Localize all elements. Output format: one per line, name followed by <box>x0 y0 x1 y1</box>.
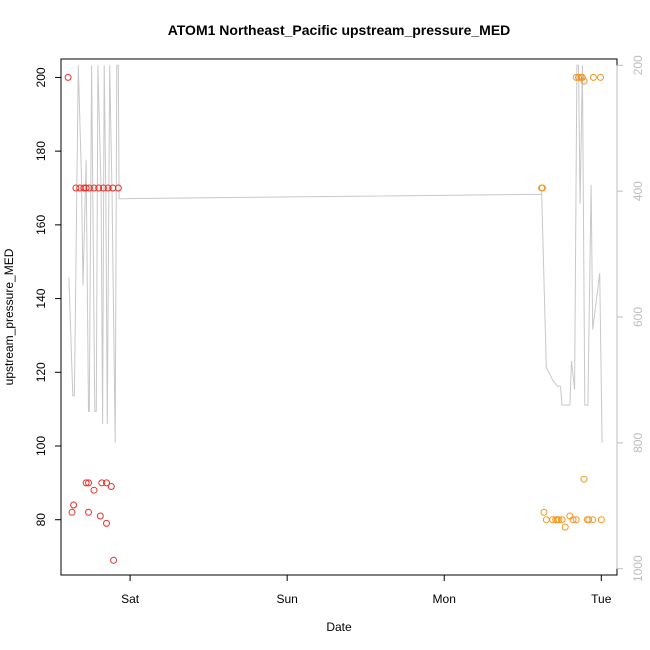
right-tick-label: 1000 <box>631 555 645 582</box>
data-point-series-1 <box>70 501 78 509</box>
data-point-series-1 <box>85 184 93 192</box>
x-axis-label: Date <box>326 620 352 634</box>
data-point-series-1 <box>82 184 90 192</box>
data-point-series-1 <box>107 483 115 490</box>
data-point-series-1 <box>110 556 118 564</box>
data-point-series-2 <box>540 508 548 516</box>
left-tick-label: 180 <box>34 141 48 161</box>
left-tick-label: 120 <box>34 362 48 382</box>
x-axis: Sat Sun Mon Tue <box>121 574 612 606</box>
data-point-series-1 <box>85 508 92 516</box>
x-tick-label: Mon <box>433 592 456 606</box>
right-tick-label: 200 <box>631 55 645 75</box>
data-point-series-1 <box>98 479 106 487</box>
data-point-series-2 <box>572 516 580 524</box>
right-tick-label: 800 <box>631 433 645 453</box>
data-point-series-1 <box>68 508 76 516</box>
data-point-series-2 <box>555 516 563 524</box>
x-tick-label: Sat <box>121 592 140 606</box>
x-tick-label: Sun <box>276 592 297 606</box>
data-point-series-1 <box>99 184 107 192</box>
left-tick-label: 200 <box>34 67 48 87</box>
data-point-series-2 <box>561 523 569 531</box>
data-point-series-2 <box>597 73 604 81</box>
left-tick-label: 80 <box>34 513 48 527</box>
data-point-series-1 <box>72 184 80 192</box>
left-y-axis: 80 100 120 140 160 180 200 <box>34 67 62 527</box>
data-point-series-2 <box>569 516 577 524</box>
data-point-series-2 <box>580 475 588 483</box>
right-y-axis: 200 400 600 800 1000 <box>616 55 645 582</box>
data-point-series-1 <box>96 512 104 520</box>
scatter-points <box>64 73 605 564</box>
data-point-series-1 <box>114 184 122 192</box>
data-point-series-1 <box>82 479 90 487</box>
data-point-series-2 <box>578 73 586 81</box>
y-axis-label: upstream_pressure_MED <box>2 248 16 385</box>
plot-frame <box>60 58 618 576</box>
data-point-series-1 <box>90 486 98 494</box>
data-point-series-2 <box>538 184 546 192</box>
data-point-series-2 <box>585 516 593 524</box>
data-point-series-2 <box>580 77 588 85</box>
data-point-series-1 <box>103 519 110 527</box>
data-point-series-2 <box>558 516 566 524</box>
data-point-series-1 <box>95 184 103 192</box>
left-tick-label: 140 <box>34 288 48 308</box>
data-point-series-1 <box>85 479 92 487</box>
left-tick-label: 100 <box>34 436 48 456</box>
right-axis-line-series <box>68 64 603 443</box>
data-point-series-1 <box>64 73 72 81</box>
right-tick-label: 600 <box>631 307 645 327</box>
data-point-series-2 <box>542 516 550 524</box>
data-point-series-2 <box>589 73 597 81</box>
data-point-series-2 <box>589 516 597 524</box>
left-tick-label: 160 <box>34 215 48 235</box>
grey-line-path <box>68 64 603 443</box>
x-tick-label: Tue <box>591 592 612 606</box>
chart-title: ATOM1 Northeast_Pacific upstream_pressur… <box>168 22 511 38</box>
data-point-series-2 <box>575 73 582 81</box>
data-point-series-1 <box>103 479 110 487</box>
data-point-series-1 <box>104 184 112 192</box>
right-tick-label: 400 <box>631 181 645 201</box>
data-point-series-2 <box>597 516 605 524</box>
data-point-series-1 <box>90 184 98 192</box>
